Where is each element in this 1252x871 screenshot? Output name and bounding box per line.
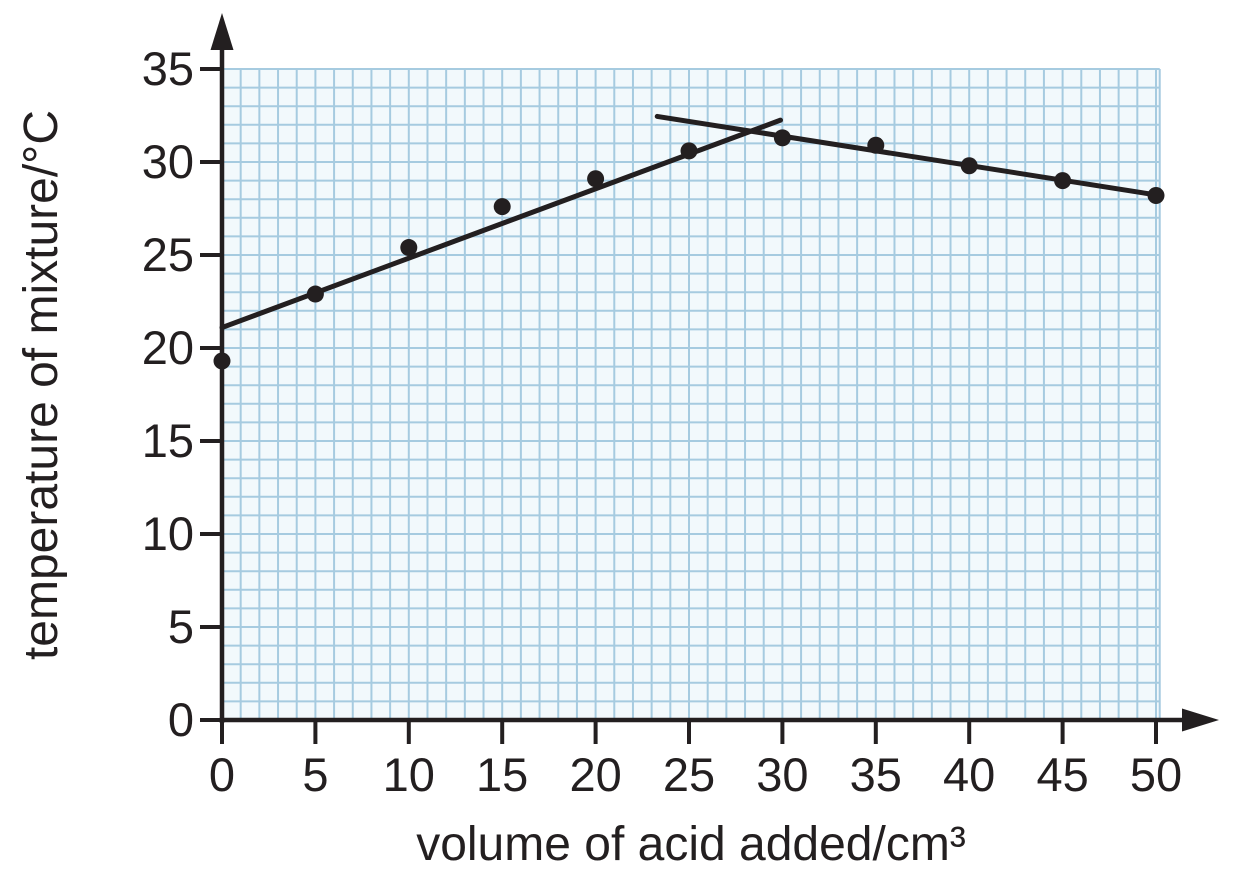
data-point xyxy=(1054,172,1072,190)
x-tick-label: 30 xyxy=(756,748,808,801)
x-tick-label: 35 xyxy=(850,748,902,801)
y-axis-title: temperature of mixture/°C xyxy=(15,110,68,660)
x-axis-arrow-icon xyxy=(1182,708,1219,732)
y-tick-label: 15 xyxy=(142,414,194,467)
best-fit-line-falling-extrapolation xyxy=(654,113,1163,198)
y-tick-label: 0 xyxy=(168,693,194,746)
x-axis-title: volume of acid added/cm³ xyxy=(416,818,966,871)
data-point xyxy=(493,198,511,216)
x-tick-label: 25 xyxy=(663,748,715,801)
x-tick-label: 10 xyxy=(383,748,435,801)
data-point xyxy=(773,129,791,147)
y-tick-label: 20 xyxy=(142,321,194,374)
plot-grid xyxy=(221,68,1161,721)
x-tick-label: 20 xyxy=(569,748,621,801)
y-tick-label: 25 xyxy=(142,228,194,281)
data-point xyxy=(306,285,324,303)
x-tick-label: 5 xyxy=(302,748,328,801)
x-tick-label: 40 xyxy=(943,748,995,801)
y-axis-arrow-icon xyxy=(210,13,234,50)
x-tick-label: 0 xyxy=(209,748,235,801)
axes: 0 5 10 15 20 25 30 35 40 45 50 0 5 10 15 20 25 30 35 xyxy=(142,13,1219,801)
x-tick-label: 15 xyxy=(476,748,528,801)
axis-tick-labels: 0 5 10 15 20 25 30 35 40 45 50 0 5 10 15 20 25 30 35 xyxy=(142,42,1182,801)
data-point xyxy=(960,157,978,175)
data-points xyxy=(213,129,1165,370)
data-point xyxy=(1147,186,1165,204)
axis-ticks xyxy=(200,67,1158,744)
data-point xyxy=(680,142,698,160)
y-tick-label: 5 xyxy=(168,600,194,653)
data-point xyxy=(400,239,418,257)
data-point xyxy=(587,170,605,188)
grid-cell-fill xyxy=(222,69,1160,720)
data-point xyxy=(213,352,231,370)
y-tick-label: 30 xyxy=(142,135,194,188)
y-tick-label: 35 xyxy=(142,42,194,95)
data-point xyxy=(867,136,885,154)
x-tick-label: 50 xyxy=(1130,748,1182,801)
y-tick-label: 10 xyxy=(142,507,194,560)
x-tick-label: 45 xyxy=(1036,748,1088,801)
